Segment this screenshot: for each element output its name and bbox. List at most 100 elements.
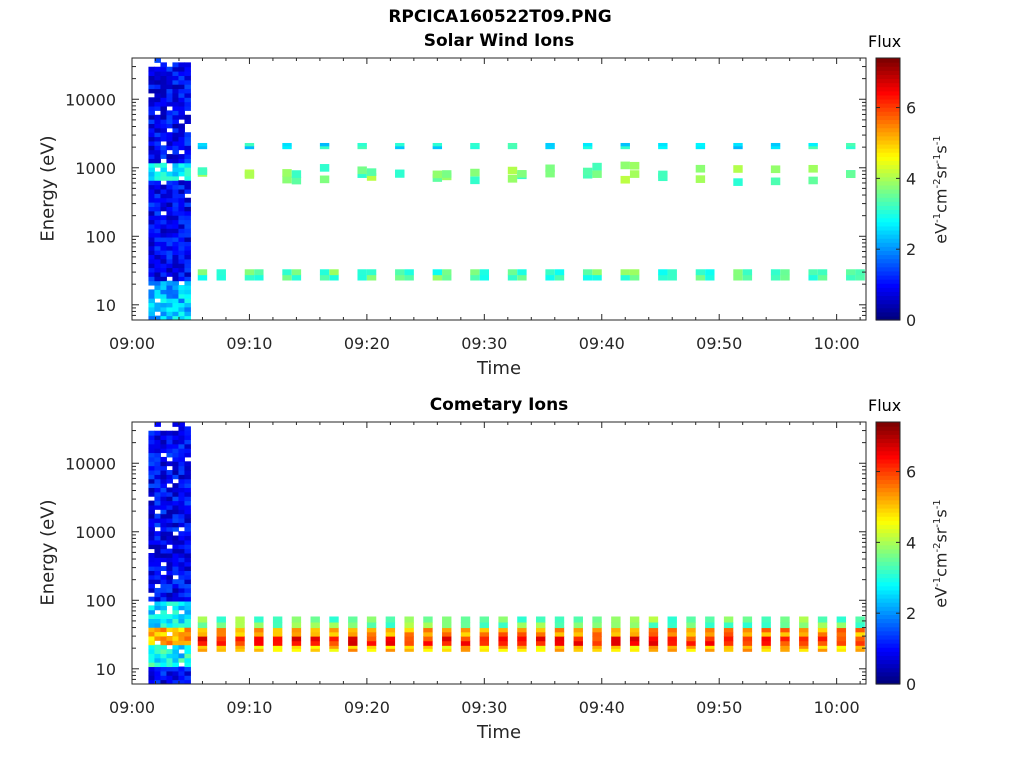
measurement-block	[235, 627, 245, 633]
dense-cell	[148, 215, 155, 221]
dense-cell	[178, 66, 185, 72]
colorbar-segment	[876, 62, 900, 67]
dense-cell	[148, 657, 155, 663]
measurement-block	[780, 622, 790, 629]
measurement-block	[686, 616, 696, 623]
dense-cell	[184, 162, 191, 168]
dense-cell	[166, 206, 173, 212]
dense-cell	[166, 574, 173, 580]
measurement-block	[282, 269, 292, 276]
dense-cell	[148, 635, 155, 641]
dense-cell	[148, 456, 155, 462]
dense-cell	[184, 175, 191, 181]
dense-cell	[178, 553, 185, 558]
dense-cell	[184, 539, 191, 545]
measurement-block	[291, 274, 302, 281]
dense-cell	[184, 228, 191, 234]
dense-cell	[154, 210, 161, 216]
measurement-block	[554, 636, 565, 642]
dense-cell	[148, 106, 155, 111]
x-tick-label: 10:00	[814, 698, 860, 717]
measurement-block	[592, 648, 602, 652]
dense-cell	[178, 605, 185, 611]
dense-cell	[148, 289, 155, 295]
dense-cell	[178, 622, 185, 628]
colorbar-segment	[876, 258, 900, 264]
dense-cell	[154, 574, 161, 580]
dense-cell	[178, 289, 185, 295]
dense-cell	[148, 140, 155, 146]
dense-cell	[166, 496, 173, 502]
measurement-block	[592, 170, 602, 178]
dense-cell	[160, 114, 167, 120]
measurement-block	[648, 648, 659, 652]
dense-cell	[160, 605, 167, 611]
dense-cell	[184, 474, 191, 480]
dense-cell	[166, 215, 173, 221]
measurement-block	[517, 269, 527, 276]
dense-cell	[172, 679, 179, 685]
dense-cell	[148, 430, 155, 436]
measurement-block	[611, 616, 621, 623]
dense-cell	[148, 465, 155, 471]
dense-cell	[154, 289, 161, 295]
dense-cell	[166, 640, 173, 646]
dense-cell	[184, 430, 191, 436]
measurement-block	[554, 645, 565, 649]
dense-cell	[172, 154, 179, 159]
measurement-block	[357, 142, 367, 147]
dense-cell	[184, 631, 191, 637]
dense-cell	[172, 635, 179, 641]
measurement-block	[780, 269, 790, 276]
colorbar-segment	[876, 307, 900, 313]
colorbar-segment	[876, 585, 900, 591]
dense-cell	[172, 66, 179, 72]
dense-cell	[178, 679, 185, 685]
dense-cell	[154, 478, 161, 484]
dense-cell	[172, 596, 179, 602]
dense-cell	[160, 149, 167, 155]
measurement-block	[366, 645, 377, 649]
dense-cell	[154, 587, 161, 593]
dense-cell	[178, 426, 185, 432]
dense-cell	[148, 666, 155, 672]
dense-cell	[160, 258, 167, 264]
x-tick-label: 09:30	[461, 334, 507, 353]
dense-cell	[154, 430, 161, 436]
colorbar-segment	[876, 148, 900, 153]
measurement-block	[658, 269, 668, 276]
dense-cell	[160, 315, 167, 321]
measurement-block	[592, 627, 602, 633]
dense-cell	[154, 627, 161, 633]
dense-cell	[148, 219, 155, 225]
measurement-block	[216, 640, 226, 646]
y-tick-label: 100	[85, 591, 116, 610]
measurement-block	[611, 645, 621, 649]
dense-cell	[184, 62, 191, 68]
dense-cell	[166, 158, 173, 164]
dense-cell	[184, 662, 191, 668]
dense-cell	[160, 509, 167, 515]
dense-cell	[166, 123, 173, 129]
measurement-block	[780, 627, 790, 633]
dense-cell	[178, 237, 185, 242]
dense-cell	[178, 245, 185, 251]
measurement-block	[291, 269, 302, 276]
dense-cell	[160, 302, 167, 308]
dense-cell	[184, 618, 191, 624]
measurement-block	[498, 627, 508, 633]
colorbar-segment	[876, 450, 900, 456]
measurement-block	[545, 142, 555, 147]
dense-cell	[160, 496, 167, 502]
measurement-block	[470, 176, 480, 185]
dense-cell	[148, 114, 155, 120]
dense-cell	[166, 250, 173, 255]
dense-cell	[172, 439, 179, 445]
colorbar-segment	[876, 168, 900, 174]
dense-cell	[148, 539, 155, 545]
dense-cell	[184, 289, 191, 295]
measurement-block	[244, 142, 255, 147]
dense-cell	[184, 426, 191, 432]
dense-cell	[160, 448, 167, 454]
colorbar-segment	[876, 626, 900, 632]
